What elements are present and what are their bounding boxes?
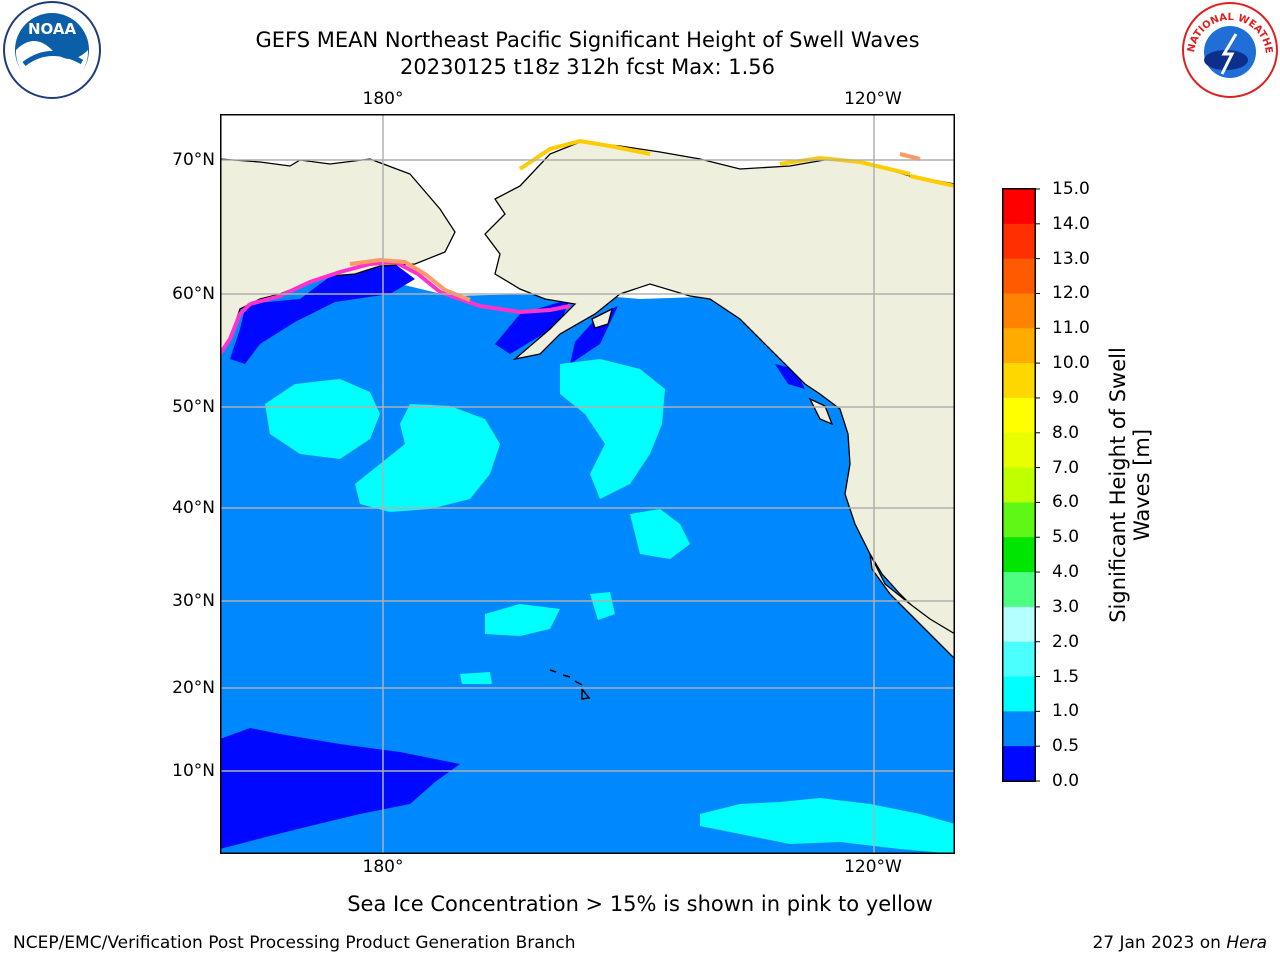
colorbar-tick-label: 1.5 [1052, 666, 1080, 687]
colorbar-swatch [1003, 328, 1035, 364]
land-masses [220, 141, 955, 660]
colorbar-swatch [1003, 606, 1035, 643]
colorbar-tick-label: 0.0 [1052, 771, 1080, 791]
colorbar-swatch [1003, 189, 1035, 225]
colorbar-swatch [1003, 711, 1035, 747]
lat-label-50n: 50°N [172, 397, 215, 417]
colorbar-tick-label: 7.0 [1052, 457, 1080, 478]
colorbar-swatch [1003, 363, 1035, 399]
noaa-logo: NOAA [3, 1, 101, 99]
colorbar-swatch [1003, 746, 1035, 782]
colorbar-swatch [1003, 293, 1035, 329]
colorbar-swatch [1003, 676, 1035, 712]
footer-host: Hera [1226, 933, 1267, 953]
colorbar-swatch [1003, 223, 1035, 260]
svg-text:NOAA: NOAA [28, 20, 77, 38]
colorbar-tick-label: 3.0 [1052, 596, 1080, 617]
colorbar-swatch [1003, 537, 1035, 573]
lon-label-top-120w: 120°W [844, 89, 902, 109]
lat-label-60n: 60°N [172, 284, 215, 304]
colorbar-tick-label: 15.0 [1052, 179, 1090, 199]
nws-logo: NATIONAL WEATHER SERVICE [1178, 0, 1278, 98]
colorbar-tick-label: 4.0 [1052, 562, 1080, 583]
graticule [220, 114, 955, 854]
colorbar-swatch [1003, 641, 1035, 678]
colorbar-tick-label: 9.0 [1052, 387, 1080, 408]
colorbar-swatch [1003, 258, 1035, 294]
colorbar-swatch [1003, 572, 1035, 608]
map-panel [220, 114, 955, 854]
chart-title: GEFS MEAN Northeast Pacific Significant … [255, 28, 920, 52]
colorbar-tick-label: 2.0 [1052, 631, 1080, 652]
colorbar-swatch [1003, 467, 1035, 503]
hawaii-islands [549, 669, 591, 700]
footer-credit: NCEP/EMC/Verification Post Processing Pr… [13, 933, 576, 953]
colorbar-swatch [1003, 432, 1035, 469]
lon-label-bottom-120w: 120°W [844, 857, 902, 877]
colorbar [1002, 188, 1040, 782]
colorbar-tick-label: 1.0 [1052, 701, 1080, 722]
colorbar-tick-label: 12.0 [1052, 283, 1090, 304]
map-frame [220, 114, 955, 854]
lon-label-top-180: 180° [362, 89, 404, 109]
colorbar-tick-label: 8.0 [1052, 422, 1080, 443]
lat-label-40n: 40°N [172, 498, 215, 518]
colorbar-tick-label: 14.0 [1052, 213, 1090, 234]
colorbar-tick-label: 10.0 [1052, 353, 1090, 374]
lat-label-70n: 70°N [172, 150, 215, 170]
lat-label-20n: 20°N [172, 678, 215, 698]
colorbar-tick-label: 13.0 [1052, 248, 1090, 269]
swell-patches [265, 359, 955, 854]
colorbar-swatch [1003, 397, 1035, 434]
lat-label-30n: 30°N [172, 591, 215, 611]
colorbar-swatch [1003, 502, 1035, 538]
colorbar-tick-label: 0.5 [1052, 736, 1080, 757]
footer-date: 27 Jan 2023 on Hera [1092, 933, 1267, 953]
colorbar-tick-label: 11.0 [1052, 318, 1090, 339]
sea-ice-note: Sea Ice Concentration > 15% is shown in … [347, 892, 933, 916]
lat-label-10n: 10°N [172, 761, 215, 781]
colorbar-tick-label: 5.0 [1052, 527, 1080, 548]
lon-label-bottom-180: 180° [362, 857, 404, 877]
colorbar-tick-label: 6.0 [1052, 492, 1080, 513]
chart-subtitle: 20230125 t18z 312h fcst Max: 1.56 [400, 55, 775, 79]
